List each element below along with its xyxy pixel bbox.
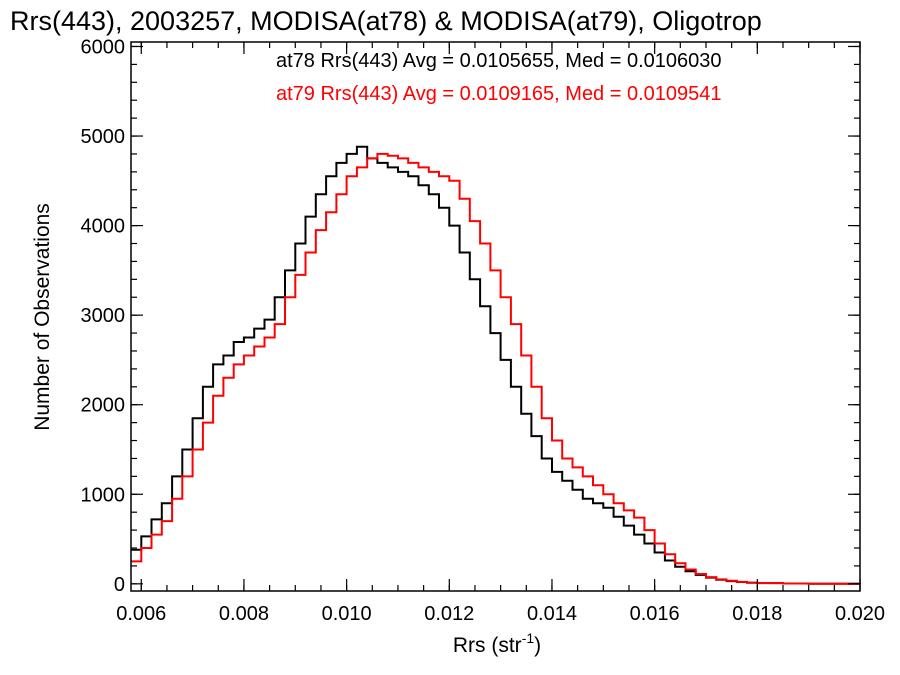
legend-entry-at79: at79 Rrs(443) Avg = 0.0109165, Med = 0.0… [276,83,722,105]
series-layer [131,145,861,585]
y-tick-label: 3000 [81,305,126,327]
plot-frame [130,41,861,592]
x-tick-label: 0.010 [322,603,372,625]
x-tick-label: 0.018 [732,603,782,625]
y-axis-label: Number of Observations [31,203,54,431]
chart-title: Rrs(443), 2003257, MODISA(at78) & MODISA… [10,6,762,36]
x-tick-label: 0.014 [527,603,577,625]
y-tick-label: 0 [114,574,125,596]
y-tick-label: 4000 [81,216,126,238]
x-tick-label: 0.008 [219,603,269,625]
ticks-layer: 0.006 0.008 0.010 0.012 0.014 0.016 0.018 0.020… [81,36,886,625]
x-tick-label: 0.016 [630,603,680,625]
x-axis-label-end: ) [534,634,541,657]
y-tick-label: 2000 [81,395,126,417]
x-tick-label: 0.006 [116,603,166,625]
legend-entry-at78: at78 Rrs(443) Avg = 0.0105655, Med = 0.0… [276,50,722,72]
y-tick-label: 5000 [81,126,126,148]
x-tick-label: 0.020 [835,603,885,625]
x-tick-label: 0.012 [424,603,474,625]
series-at79-line [131,152,861,585]
legend: at78 Rrs(443) Avg = 0.0105655, Med = 0.0… [276,50,722,105]
x-axis-label-superscript: -1 [522,630,535,646]
x-axis-label: Rrs (str-1) [453,630,541,657]
y-tick-label: 1000 [81,484,126,506]
y-tick-label: 6000 [81,36,126,58]
x-axis-label-main: Rrs (str [453,634,522,657]
